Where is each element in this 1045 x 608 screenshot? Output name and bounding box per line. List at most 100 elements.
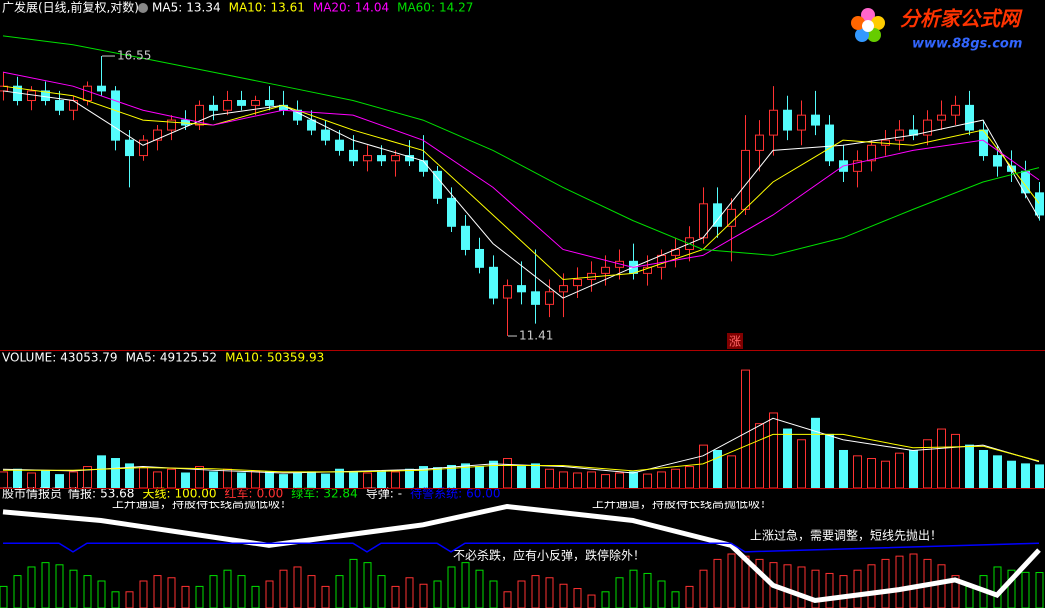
volume-bar — [251, 470, 260, 489]
indicator-bar — [853, 569, 862, 608]
indicator-bar — [629, 569, 638, 608]
candle-body — [447, 197, 456, 227]
indicator-bar — [643, 572, 652, 608]
volume-bar — [979, 449, 988, 489]
signal-annotation: 不必杀跌，应有小反弹，跌停除外！ — [453, 548, 645, 563]
separator: : — [390, 487, 394, 501]
candle-body — [377, 155, 386, 162]
volume-bar — [503, 458, 512, 489]
volume-bar — [559, 471, 568, 489]
volume-bar — [783, 428, 792, 489]
candle-body — [139, 139, 148, 157]
indicator-bar — [321, 585, 330, 608]
candle-body — [965, 104, 974, 131]
volume-bar — [671, 468, 680, 489]
separator: : — [347, 1, 351, 15]
volume-bar — [741, 369, 750, 489]
indicator-bar — [797, 566, 806, 608]
readout-name: 天线 — [142, 487, 166, 501]
legend-value: 49125.52 — [160, 351, 217, 365]
candle-body — [237, 100, 246, 106]
volume-value: 43053.79 — [60, 351, 117, 365]
logo: 分析家公式网 www.88gs.com — [851, 7, 1023, 52]
separator: : — [249, 487, 253, 501]
indicator-bar — [167, 577, 176, 608]
candle-body — [867, 144, 876, 162]
volume-bar — [531, 463, 540, 489]
readout-name: 红军 — [225, 486, 249, 501]
candle-body — [727, 208, 736, 227]
indicator-bar — [391, 585, 400, 608]
signal-annotation: 上涨过急，需要调整，短线先抛出！ — [750, 528, 942, 543]
candle-body — [55, 100, 64, 111]
legend-name: MA20 — [313, 1, 347, 15]
legend-name: MA10 — [225, 351, 259, 365]
volume-bar — [881, 460, 890, 489]
candle-body — [419, 160, 428, 172]
ma-line — [2, 85, 1040, 280]
indicator-bar — [657, 580, 666, 608]
indicator-bar — [755, 558, 764, 608]
volume-bar — [111, 458, 120, 489]
candle-body — [741, 149, 750, 210]
separator: : — [259, 351, 263, 365]
volume-bar — [615, 472, 624, 489]
chart-title: 广发展(日线,前复权,对数) — [2, 0, 139, 15]
legend-value: 13.61 — [271, 1, 305, 15]
volume-bar — [587, 471, 596, 489]
indicator-line — [3, 542, 1040, 553]
separator: : — [315, 487, 319, 501]
candle-body — [363, 155, 372, 162]
volume-title: VOLUME — [2, 351, 52, 365]
indicator-bar — [615, 577, 624, 608]
high-label: 16.55 — [117, 49, 151, 63]
volume-bar — [643, 473, 652, 489]
ma-line — [2, 35, 1040, 256]
candle-body — [517, 285, 526, 293]
candle-body — [797, 114, 806, 131]
separator: : — [92, 487, 96, 501]
candle-body — [531, 291, 540, 305]
volume-bar — [867, 458, 876, 489]
volume-bar — [993, 455, 1002, 489]
logo-title: 分析家公式网 — [900, 7, 1023, 31]
indicator-bar — [41, 562, 50, 608]
readout-name: 绿军 — [291, 486, 315, 501]
readout-value: 0.00 — [257, 487, 284, 501]
volume-bar — [657, 471, 666, 489]
candle-body — [895, 129, 904, 141]
candle-body — [699, 203, 708, 239]
indicator-bar — [349, 558, 358, 608]
settings-icon — [138, 3, 148, 13]
candle-body — [1007, 165, 1016, 172]
candle-body — [489, 266, 498, 299]
volume-bar — [97, 455, 106, 489]
candle-body — [83, 85, 92, 102]
indicator-bar — [265, 580, 274, 608]
candle-body — [923, 119, 932, 136]
indicator-bar — [825, 572, 834, 608]
volume-bar — [405, 468, 414, 489]
volume-ma-line — [3, 433, 1040, 473]
legend-value: 14.04 — [355, 1, 389, 15]
legend-name: MA5 — [126, 351, 152, 365]
volume-bar — [937, 428, 946, 489]
indicator-bar — [713, 558, 722, 608]
volume-bar — [965, 444, 974, 489]
indicator-bar — [279, 569, 288, 608]
indicator-bar — [139, 580, 148, 608]
candle-body — [223, 100, 232, 111]
volume-bar — [825, 433, 834, 489]
volume-bar — [853, 455, 862, 489]
candle-body — [643, 266, 652, 274]
volume-bar — [433, 467, 442, 489]
volume-bar — [517, 466, 526, 489]
candle-body — [125, 139, 134, 157]
candle-body — [769, 109, 778, 136]
indicator-bar — [433, 580, 442, 608]
readout-value: 32.84 — [323, 487, 357, 501]
header-band — [0, 489, 1045, 501]
candle-body — [69, 100, 78, 111]
